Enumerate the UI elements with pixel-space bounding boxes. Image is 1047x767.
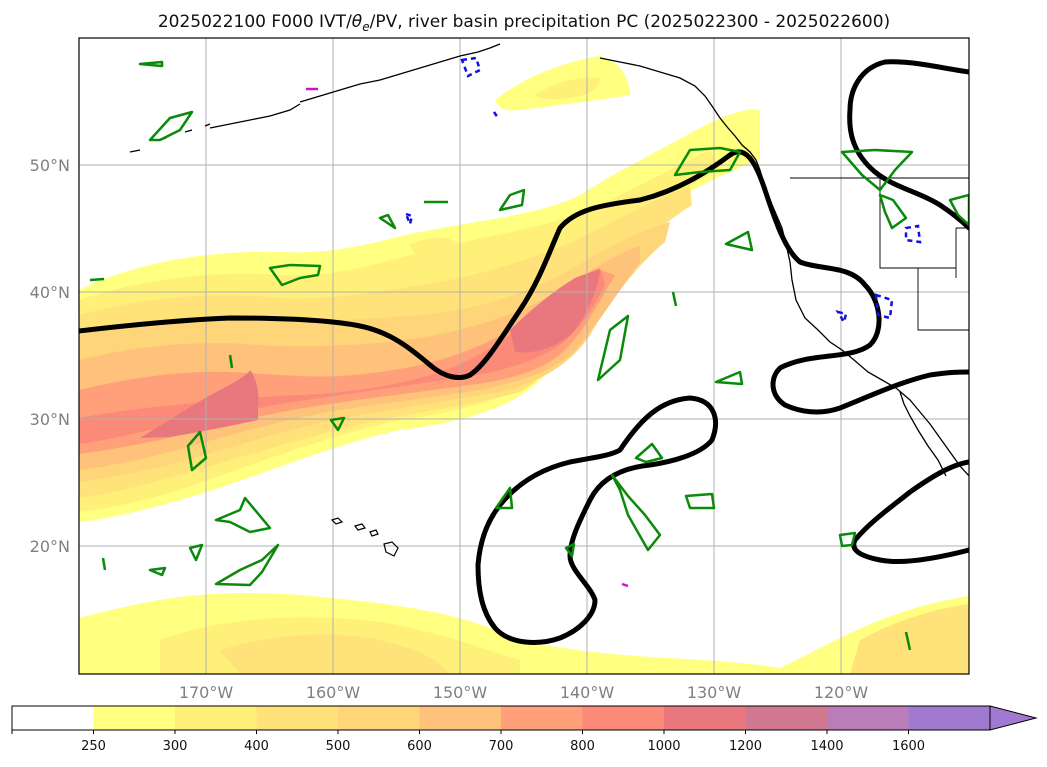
- colorbar-segment: [419, 706, 502, 730]
- theta-e-contour: [878, 193, 908, 230]
- colorbar-segment: [338, 706, 420, 730]
- map-area: [79, 38, 969, 674]
- theta-e-contour: [214, 496, 272, 534]
- lon-label-150w: 150°W: [433, 683, 488, 702]
- theta-e-contour: [186, 430, 208, 472]
- lon-label-120w: 120°W: [814, 683, 869, 702]
- theta-e-contour: [838, 531, 857, 548]
- colorbar-segment: [582, 706, 665, 730]
- theta-e-contour: [228, 354, 234, 369]
- theta-e-contours: [89, 60, 969, 651]
- coastlines: [129, 43, 969, 477]
- colorbar-segment: [908, 706, 991, 730]
- title-sub: e: [362, 20, 369, 34]
- alaska-coast: [209, 43, 761, 171]
- pv-contours: [79, 59, 969, 645]
- colorbar-tick-label: 300: [163, 739, 188, 754]
- title-suffix: /PV, river basin precipitation PC (20250…: [370, 12, 891, 32]
- colorbar-segment: [664, 706, 746, 730]
- theta-e-contour: [268, 263, 322, 287]
- theta-e-contour: [148, 110, 194, 142]
- lon-label-170w: 170°W: [179, 683, 234, 702]
- colorbar-tick-label: 800: [570, 739, 595, 754]
- colorbar-extend-arrow: [989, 705, 1038, 731]
- colorbar-tick-label: 700: [489, 739, 514, 754]
- colorbar-tick-label: 1600: [892, 739, 925, 754]
- theta-e-contour: [148, 566, 167, 577]
- colorbar-tick-label: 400: [244, 739, 269, 754]
- theta-e-contour: [948, 193, 969, 227]
- theta-e-contour: [671, 291, 678, 307]
- pv-contour-ne: [847, 59, 969, 231]
- colorbar-tick-label: 1000: [647, 739, 680, 754]
- theta-e-contour: [634, 442, 664, 464]
- theta-e-contour: [188, 543, 204, 562]
- theta-e-contour: [494, 486, 514, 510]
- theta-e-contour: [714, 370, 744, 386]
- lat-label-40: 40°N: [30, 283, 70, 302]
- baja-coast: [899, 391, 947, 477]
- colorbar-tick-label: 500: [326, 739, 351, 754]
- theta-e-contour: [596, 314, 630, 382]
- colorbar-segment: [745, 706, 828, 730]
- ivt-shading-north: [410, 56, 630, 257]
- theta-e-contour: [840, 148, 914, 192]
- theta-e-contour: [610, 473, 662, 552]
- theta-e-contour: [684, 492, 716, 510]
- theta-e-contour: [673, 146, 742, 177]
- theta-e-contour: [378, 213, 397, 230]
- colorbar-segment: [501, 706, 583, 730]
- lat-labels: 50°N 40°N 30°N 20°N: [30, 156, 70, 556]
- colorbar-tick-label: 1200: [729, 739, 762, 754]
- colorbar-segment: [175, 706, 257, 730]
- lon-label-160w: 160°W: [306, 683, 361, 702]
- theta-e-contour: [138, 60, 164, 68]
- west-coast: [759, 169, 969, 477]
- hawaii-islands: [330, 517, 399, 557]
- colorbar-segment: [256, 706, 339, 730]
- colorbar-segment: [827, 706, 909, 730]
- theta-e-contour: [101, 557, 107, 571]
- pv-contour-main: [79, 149, 969, 415]
- lon-labels: 170°W 160°W 150°W 140°W 130°W 120°W: [179, 683, 869, 702]
- title-theta: θ: [352, 12, 363, 32]
- lat-label-20: 20°N: [30, 537, 70, 556]
- lon-label-140w: 140°W: [560, 683, 615, 702]
- colorbar-tick-label: 250: [81, 739, 106, 754]
- title-prefix: 2025022100 F000 IVT/: [158, 12, 352, 32]
- theta-e-contour: [329, 416, 346, 432]
- lat-label-30: 30°N: [30, 410, 70, 429]
- magenta-contours: [306, 87, 629, 588]
- theta-e-contour: [724, 230, 754, 252]
- ivt-shading-south: [79, 592, 969, 674]
- colorbar-segment: [12, 706, 94, 730]
- colorbar-tick-label: 600: [407, 739, 432, 754]
- pv-contour-loop: [475, 395, 718, 645]
- pv-contour-south: [851, 459, 969, 564]
- theta-e-contour: [904, 631, 912, 651]
- theta-e-contour: [214, 543, 280, 587]
- chart-title: 2025022100 F000 IVT/θe/PV, river basin p…: [158, 12, 890, 34]
- colorbar-segment: [93, 706, 176, 730]
- lon-label-130w: 130°W: [687, 683, 742, 702]
- blue-dashed-contours: [403, 56, 922, 326]
- theta-e-contour: [498, 188, 526, 212]
- colorbar-tick-label: 1400: [810, 739, 843, 754]
- lat-label-50: 50°N: [30, 156, 70, 175]
- colorbar: 250 300 400 500 600 700 800 1000 1200 1400 1600: [11, 705, 1038, 754]
- theta-e-contour: [89, 277, 105, 282]
- map-frame: [78, 37, 970, 675]
- theta-e-contour: [564, 542, 576, 558]
